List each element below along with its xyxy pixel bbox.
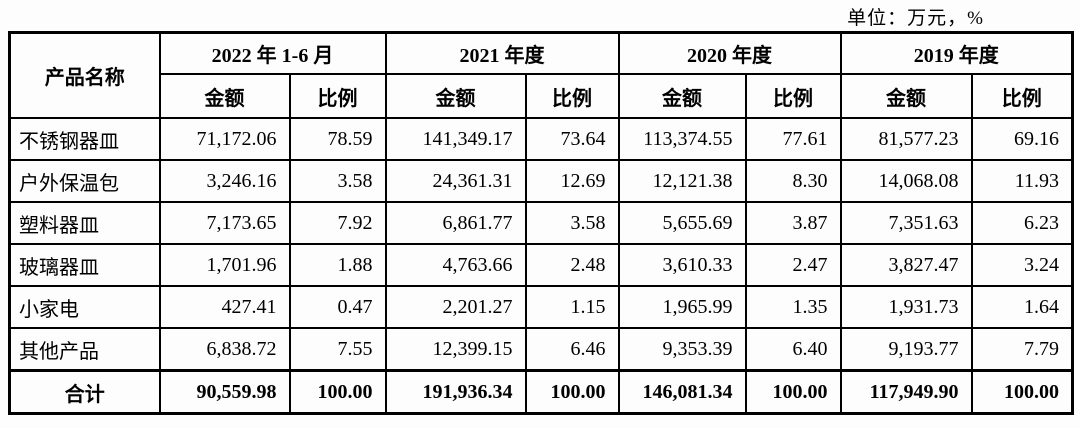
product-name-cell: 户外保温包 bbox=[8, 159, 161, 203]
amount-cell: 141,349.17 bbox=[384, 117, 527, 161]
product-name-cell: 小家电 bbox=[8, 285, 161, 329]
amount-cell: 7,173.65 bbox=[158, 201, 291, 245]
col-header-amount-2019: 金额 bbox=[839, 73, 973, 119]
ratio-cell: 100.00 bbox=[970, 369, 1074, 415]
col-header-ratio-2020: 比例 bbox=[744, 73, 842, 119]
amount-cell: 3,246.16 bbox=[158, 159, 291, 203]
table-row: 其他产品 6,838.72 7.55 12,399.15 6.46 9,353.… bbox=[8, 327, 1074, 372]
ratio-cell: 2.48 bbox=[524, 243, 620, 287]
col-header-ratio-2021: 比例 bbox=[524, 73, 620, 119]
col-header-period-2021: 2021 年度 bbox=[384, 31, 620, 75]
table-row: 不锈钢器皿 71,172.06 78.59 141,349.17 73.64 1… bbox=[8, 117, 1074, 161]
ratio-cell: 7.55 bbox=[288, 327, 387, 372]
ratio-cell: 6.40 bbox=[744, 327, 842, 372]
col-header-ratio-2019: 比例 bbox=[970, 73, 1074, 119]
col-header-product-name: 产品名称 bbox=[8, 31, 161, 119]
ratio-cell: 100.00 bbox=[744, 369, 842, 415]
col-header-amount-2021: 金额 bbox=[384, 73, 527, 119]
amount-cell: 2,201.27 bbox=[384, 285, 527, 329]
ratio-cell: 77.61 bbox=[744, 117, 842, 161]
amount-cell: 24,361.31 bbox=[384, 159, 527, 203]
amount-cell: 113,374.55 bbox=[617, 117, 747, 161]
table-row: 户外保温包 3,246.16 3.58 24,361.31 12.69 12,1… bbox=[8, 159, 1074, 203]
ratio-cell: 78.59 bbox=[288, 117, 387, 161]
amount-cell: 90,559.98 bbox=[158, 369, 291, 415]
amount-cell: 1,965.99 bbox=[617, 285, 747, 329]
product-name-cell: 塑料器皿 bbox=[8, 201, 161, 245]
ratio-cell: 12.69 bbox=[524, 159, 620, 203]
col-header-amount-2022h1: 金额 bbox=[158, 73, 291, 119]
amount-cell: 5,655.69 bbox=[617, 201, 747, 245]
product-name-cell: 其他产品 bbox=[8, 327, 161, 372]
ratio-cell: 7.79 bbox=[970, 327, 1074, 372]
revenue-by-product-table: 产品名称 2022 年 1-6 月 2021 年度 2020 年度 2019 年… bbox=[8, 31, 1074, 415]
ratio-cell: 3.58 bbox=[524, 201, 620, 245]
amount-cell: 4,763.66 bbox=[384, 243, 527, 287]
amount-cell: 6,838.72 bbox=[158, 327, 291, 372]
ratio-cell: 3.58 bbox=[288, 159, 387, 203]
ratio-cell: 100.00 bbox=[288, 369, 387, 415]
amount-cell: 1,931.73 bbox=[839, 285, 973, 329]
ratio-cell: 6.23 bbox=[970, 201, 1074, 245]
table-row: 小家电 427.41 0.47 2,201.27 1.15 1,965.99 1… bbox=[8, 285, 1074, 329]
table-row-total: 合计 90,559.98 100.00 191,936.34 100.00 14… bbox=[8, 369, 1074, 415]
amount-cell: 81,577.23 bbox=[839, 117, 973, 161]
ratio-cell: 1.88 bbox=[288, 243, 387, 287]
ratio-cell: 6.46 bbox=[524, 327, 620, 372]
amount-cell: 71,172.06 bbox=[158, 117, 291, 161]
ratio-cell: 3.24 bbox=[970, 243, 1074, 287]
ratio-cell: 7.92 bbox=[288, 201, 387, 245]
product-name-cell: 玻璃器皿 bbox=[8, 243, 161, 287]
ratio-cell: 1.64 bbox=[970, 285, 1074, 329]
amount-cell: 12,399.15 bbox=[384, 327, 527, 372]
amount-cell: 117,949.90 bbox=[839, 369, 973, 415]
ratio-cell: 69.16 bbox=[970, 117, 1074, 161]
amount-cell: 1,701.96 bbox=[158, 243, 291, 287]
ratio-cell: 11.93 bbox=[970, 159, 1074, 203]
table-row: 玻璃器皿 1,701.96 1.88 4,763.66 2.48 3,610.3… bbox=[8, 243, 1074, 287]
ratio-cell: 1.15 bbox=[524, 285, 620, 329]
amount-cell: 12,121.38 bbox=[617, 159, 747, 203]
col-header-ratio-2022h1: 比例 bbox=[288, 73, 387, 119]
amount-cell: 3,827.47 bbox=[839, 243, 973, 287]
product-name-cell: 不锈钢器皿 bbox=[8, 117, 161, 161]
ratio-cell: 8.30 bbox=[744, 159, 842, 203]
amount-cell: 6,861.77 bbox=[384, 201, 527, 245]
ratio-cell: 100.00 bbox=[524, 369, 620, 415]
amount-cell: 427.41 bbox=[158, 285, 291, 329]
table-row: 塑料器皿 7,173.65 7.92 6,861.77 3.58 5,655.6… bbox=[8, 201, 1074, 245]
amount-cell: 3,610.33 bbox=[617, 243, 747, 287]
amount-cell: 7,351.63 bbox=[839, 201, 973, 245]
header-row-periods: 产品名称 2022 年 1-6 月 2021 年度 2020 年度 2019 年… bbox=[8, 31, 1074, 119]
col-header-amount-2020: 金额 bbox=[617, 73, 747, 119]
header-row-subcolumns: 金额 比例 金额 比例 金额 比例 金额 比例 bbox=[10, 73, 1074, 119]
total-label-cell: 合计 bbox=[8, 369, 161, 415]
amount-cell: 146,081.34 bbox=[617, 369, 747, 415]
ratio-cell: 73.64 bbox=[524, 117, 620, 161]
col-header-period-2019: 2019 年度 bbox=[839, 31, 1074, 75]
col-header-period-2020: 2020 年度 bbox=[617, 31, 842, 75]
ratio-cell: 0.47 bbox=[288, 285, 387, 329]
unit-label: 单位：万元，% bbox=[847, 8, 984, 29]
col-header-period-2022h1: 2022 年 1-6 月 bbox=[158, 31, 387, 75]
ratio-cell: 3.87 bbox=[744, 201, 842, 245]
ratio-cell: 2.47 bbox=[744, 243, 842, 287]
amount-cell: 14,068.08 bbox=[839, 159, 973, 203]
amount-cell: 9,353.39 bbox=[617, 327, 747, 372]
amount-cell: 191,936.34 bbox=[384, 369, 527, 415]
ratio-cell: 1.35 bbox=[744, 285, 842, 329]
amount-cell: 9,193.77 bbox=[839, 327, 973, 372]
